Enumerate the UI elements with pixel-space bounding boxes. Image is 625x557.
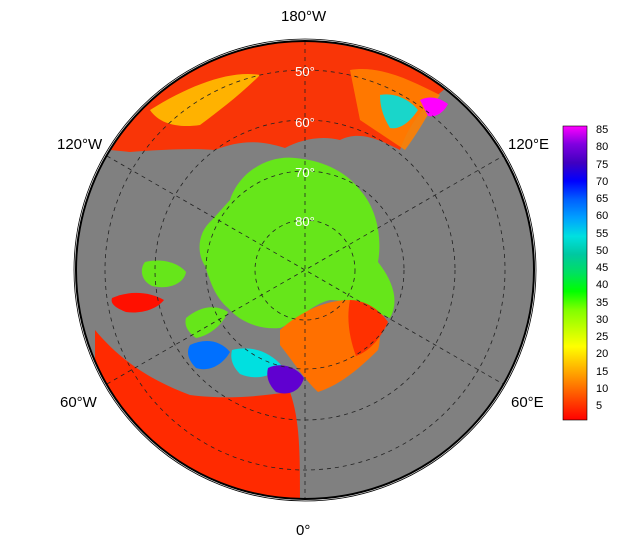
lat-label-60: 60° bbox=[295, 115, 315, 130]
map-boundary bbox=[75, 40, 535, 500]
lon-label-120w: 120°W bbox=[57, 136, 103, 153]
lon-label-180w: 180°W bbox=[281, 8, 327, 25]
colorbar-tick-label: 20 bbox=[596, 348, 609, 361]
colorbar-tick-label: 5 bbox=[596, 400, 603, 412]
barents-red bbox=[348, 300, 388, 356]
colorbar-tick-label: 65 bbox=[596, 193, 609, 205]
lat-label-70: 70° bbox=[295, 165, 315, 180]
colorbar-tick-label: 80 bbox=[596, 141, 609, 154]
colorbar-tick-label: 45 bbox=[596, 262, 609, 274]
colorbar-tick-label: 50 bbox=[596, 244, 609, 257]
colorbar-tick-label: 60 bbox=[596, 210, 609, 223]
lon-label-60e: 60°E bbox=[511, 394, 544, 411]
colorbar-bar bbox=[562, 125, 588, 421]
hudson-bay-ice bbox=[141, 260, 186, 288]
colorbar-tick-label: 30 bbox=[596, 313, 609, 326]
colorbar-tick-label: 70 bbox=[596, 175, 609, 188]
lon-label-60w: 60°W bbox=[60, 394, 97, 411]
colorbar-tick-label: 40 bbox=[596, 279, 609, 292]
hudson-red bbox=[111, 292, 164, 313]
lat-ring-50 bbox=[104, 69, 506, 471]
bering-sea-yellow bbox=[150, 74, 260, 127]
lon-label-120e: 120°E bbox=[508, 136, 550, 153]
map-boundary-outer bbox=[73, 38, 537, 502]
colorbar-tick-label: 85 bbox=[596, 124, 609, 136]
okhotsk-cyan bbox=[380, 94, 418, 129]
labrador-sea-blue bbox=[188, 340, 230, 370]
baffin-ice bbox=[185, 307, 228, 338]
colorbar-tick-label: 15 bbox=[596, 365, 609, 378]
colorbar-tick-label: 10 bbox=[596, 382, 609, 395]
lat-label-80: 80° bbox=[295, 214, 315, 229]
colorbar-tick-label: 75 bbox=[596, 158, 609, 171]
colorbar-tick-label: 35 bbox=[596, 296, 609, 309]
iceland-sea-purple bbox=[267, 365, 304, 394]
arctic-sea-ice bbox=[199, 157, 395, 329]
colorbar-tick-label: 25 bbox=[596, 331, 609, 343]
colorbar bbox=[562, 125, 588, 421]
lon-label-0: 0° bbox=[296, 522, 311, 539]
lat-label-50: 50° bbox=[295, 64, 315, 79]
colorbar-tick-label: 55 bbox=[596, 227, 609, 240]
